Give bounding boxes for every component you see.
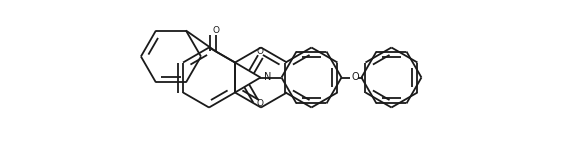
Text: O: O [257,99,263,108]
Text: O: O [257,47,263,56]
Text: N: N [265,73,272,82]
Text: O: O [212,26,220,35]
Text: O: O [352,73,359,82]
